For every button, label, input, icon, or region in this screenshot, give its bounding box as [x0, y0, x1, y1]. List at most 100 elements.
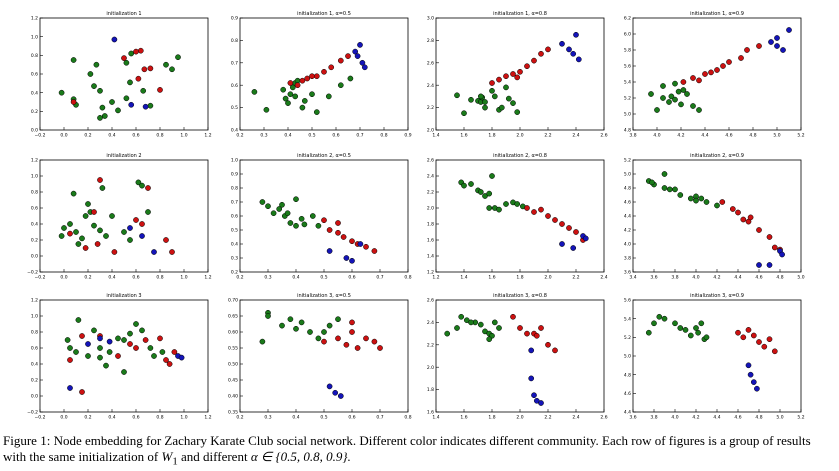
node-point-red: [517, 68, 523, 75]
node-point-green: [682, 327, 689, 333]
y-tick-label: 1.0: [31, 314, 38, 320]
node-point-green: [489, 87, 495, 94]
node-point-green: [251, 89, 258, 95]
node-point-red: [545, 213, 551, 219]
node-point-red: [740, 334, 747, 341]
x-tick-label: 0.6: [348, 275, 355, 281]
scatter-panel-12: initialization 3, α=0.9 3.6 3.8 4.0 4.2 4.4 4.…: [624, 293, 805, 421]
scatter-panel-7: initialization 2, α=0.8 1.2 1.4 1.6 1.8 2.0 2.…: [427, 153, 608, 281]
panel-title: initialization 2: [106, 153, 141, 159]
x-tick-label: 0.4: [108, 133, 115, 139]
x-tick-label: 0.5: [320, 415, 327, 421]
node-point-red: [750, 332, 757, 339]
x-tick-label: 0.3: [264, 275, 271, 281]
y-tick-label: 1.2: [31, 298, 38, 304]
y-tick-label: 0.70: [228, 298, 238, 304]
node-point-red: [335, 220, 341, 226]
node-point-red: [756, 227, 762, 233]
node-point-green: [307, 329, 313, 335]
node-point-green: [703, 199, 710, 205]
node-point-green: [133, 321, 139, 327]
x-tick-label: 2.2: [572, 275, 579, 281]
node-point-red: [321, 217, 327, 224]
y-tick-label: 0.8: [231, 38, 238, 44]
node-point-green: [270, 210, 277, 217]
x-tick-label: 5.2: [797, 133, 804, 139]
node-point-red: [702, 71, 708, 77]
node-point-green: [347, 75, 354, 82]
node-point-red: [133, 48, 139, 55]
x-tick-label: 1.2: [204, 415, 211, 421]
node-point-red: [524, 330, 530, 337]
node-point-green: [282, 95, 289, 102]
node-point-green: [121, 229, 127, 235]
node-point-red: [533, 332, 540, 339]
x-tick-label: 3.4: [629, 275, 636, 281]
node-point-green: [159, 349, 166, 355]
y-tick-label: 0.7: [231, 60, 238, 66]
node-point-blue: [528, 375, 535, 382]
node-point-green: [163, 61, 169, 68]
node-point-green: [145, 209, 151, 215]
caption-math-alpha: α ∈ {0.5, 0.8, 0.9}.: [250, 449, 351, 464]
node-point-red: [137, 47, 144, 54]
plot-frame: [632, 17, 802, 131]
node-point-green: [106, 349, 113, 355]
node-point-green: [698, 195, 705, 202]
x-tick-label: 4.2: [677, 133, 684, 139]
node-point-blue: [559, 241, 565, 247]
node-point-green: [661, 315, 668, 322]
y-tick-label: 0.5: [231, 105, 238, 111]
node-point-red: [524, 63, 530, 70]
plot-frame: [632, 159, 802, 273]
node-point-blue: [779, 251, 785, 258]
x-tick-label: 0.7: [376, 275, 383, 281]
y-tick-label: 0.6: [31, 72, 38, 78]
y-tick-label: 1.2: [31, 16, 38, 22]
node-point-green: [287, 91, 294, 98]
y-tick-label: 2.4: [427, 174, 434, 180]
node-point-green: [109, 99, 115, 105]
y-tick-label: 4.4: [624, 410, 631, 416]
y-tick-label: 3.8: [624, 256, 631, 262]
x-tick-label: 2.6: [600, 133, 607, 139]
node-point-green: [321, 329, 327, 335]
node-point-green: [301, 98, 308, 104]
x-tick-label: 3.6: [650, 275, 657, 281]
x-tick-label: 0.3: [260, 133, 267, 139]
node-point-green: [690, 103, 696, 109]
node-point-red: [510, 71, 516, 77]
panel-title: initialization 3, α=0.9: [690, 293, 744, 299]
node-point-red: [139, 221, 145, 227]
x-tick-label: 1.6: [460, 415, 467, 421]
node-point-red: [127, 341, 133, 347]
x-tick-label: 0.6: [132, 275, 139, 281]
node-point-green: [103, 362, 109, 369]
node-point-red: [363, 335, 369, 342]
node-point-green: [648, 91, 654, 97]
x-tick-label: 4.8: [776, 275, 783, 281]
x-tick-label: 0.7: [376, 415, 383, 421]
x-tick-label: 4.6: [734, 415, 741, 421]
node-point-blue: [756, 262, 762, 268]
node-point-green: [289, 84, 296, 91]
caption-label: Figure 1:: [3, 433, 51, 448]
y-tick-label: 0.8: [31, 190, 38, 196]
node-point-green: [75, 241, 82, 247]
x-tick-label: 1.4: [432, 415, 439, 421]
node-point-red: [545, 46, 551, 53]
x-tick-label: 0.8: [404, 275, 411, 281]
y-tick-label: 4.6: [624, 200, 631, 206]
x-tick-label: −0.2: [35, 415, 46, 421]
y-tick-label: 1.4: [427, 254, 434, 260]
node-point-blue: [332, 389, 339, 396]
node-point-green: [680, 87, 687, 93]
node-point-green: [656, 313, 663, 320]
node-point-green: [668, 93, 675, 100]
y-tick-label: 0.35: [228, 410, 238, 416]
node-point-green: [127, 330, 133, 337]
node-point-blue: [745, 362, 752, 369]
node-point-red: [79, 389, 85, 395]
node-point-red: [142, 337, 149, 343]
panel-title: initialization 2, α=0.8: [493, 153, 547, 159]
